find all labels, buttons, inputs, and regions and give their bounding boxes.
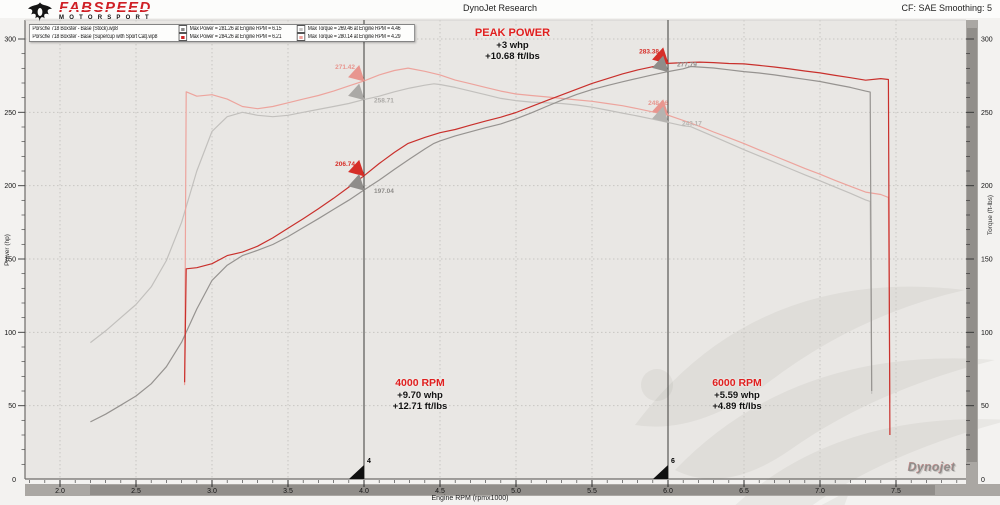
y-tick-label-right: 100 <box>981 330 993 337</box>
annotation-line: +12.71 ft/lbs <box>392 401 448 412</box>
y-tick-label-left: 150 <box>4 257 16 264</box>
legend-max-power: Max Power = 284.26 at Engine RPM = 6.21 <box>189 34 282 40</box>
y-axis-title-left: Power (hp) <box>4 234 11 266</box>
marker-value-label: 283.38 <box>639 48 659 55</box>
scrollbar-right-thumb[interactable] <box>967 28 977 462</box>
fabspeed-logo: FABSPEED MOTORSPORT <box>24 0 154 23</box>
marker-value-label: 271.42 <box>335 64 355 71</box>
annotation-line: +10.68 ft/lbs <box>485 51 540 62</box>
annotation-line: +4.89 ft/lbs <box>712 401 762 412</box>
annotation-line: +5.59 whp <box>714 390 760 401</box>
scrollbar-bottom-thumb[interactable] <box>90 485 935 495</box>
annotation-line: +3 whp <box>496 40 529 51</box>
chart-title: DynoJet Research <box>462 3 538 13</box>
marker-triangle <box>652 106 669 124</box>
brand-name: FABSPEED <box>59 0 154 15</box>
x-tick-label: 5.5 <box>587 488 597 495</box>
marker-value-label: 206.74 <box>335 161 355 168</box>
header-bar: DynoJet Research CF: SAE Smoothing: 5 <box>0 0 1000 18</box>
curve-supercup-torque-ft-lbs- <box>184 67 891 403</box>
power-swatch-stock <box>178 25 188 33</box>
legend-row-stock[interactable]: Porsche 718 Boxster - Base (Stock).wp8 M… <box>30 25 414 33</box>
x-tick-label: 3.5 <box>283 488 293 495</box>
x-tick-label: 6.5 <box>739 488 749 495</box>
y-tick-label-left: 200 <box>4 183 16 190</box>
y-zero-label-left: 0 <box>12 477 16 484</box>
x-tick-label: 4.5 <box>435 488 445 495</box>
y-tick-label-right: 250 <box>981 110 993 117</box>
brand-subtitle: MOTORSPORT <box>59 15 154 21</box>
cursor-flag[interactable] <box>349 465 364 479</box>
peak-power-annotation: PEAK POWER +3 whp +10.68 ft/lbs <box>445 27 580 62</box>
eagle-icon <box>28 2 52 22</box>
annotation-title: 6000 RPM <box>712 377 762 389</box>
marker-triangle <box>348 159 365 177</box>
marker-value-label: 258.71 <box>374 98 394 105</box>
curve-supercup-power-hp- <box>184 61 891 436</box>
annotation-title: 4000 RPM <box>395 377 445 389</box>
marker-value-label: 197.04 <box>374 188 394 195</box>
cursor-label: 4 <box>367 458 371 465</box>
legend-max-torque: Max Torque = 280.14 at Engine RPM = 4.29 <box>307 34 401 40</box>
x-tick-label: 7.5 <box>891 488 901 495</box>
y-zero-label-right: 0 <box>981 477 985 484</box>
annotation-title: PEAK POWER <box>474 27 551 39</box>
legend-box: Porsche 718 Boxster - Base (Stock).wp8 M… <box>29 24 415 42</box>
y-tick-label-left: 300 <box>4 37 16 44</box>
torque-swatch-supercup <box>296 33 306 41</box>
marker-triangle <box>348 174 365 191</box>
torque-swatch-stock <box>296 25 306 33</box>
watermark-eagle <box>635 286 1000 505</box>
legend-run-name: Porsche 718 Boxster - Base (Stock).wp8 <box>32 26 118 32</box>
smoothing-label: CF: SAE Smoothing: 5 <box>901 3 992 13</box>
curve-stock-power-hp- <box>90 65 873 423</box>
y-tick-label-left: 250 <box>4 110 16 117</box>
legend-max-torque: Max Torque = 269.46 at Engine RPM = 4.46 <box>307 26 401 32</box>
marker-triangle <box>348 64 365 82</box>
y-tick-label-left: 50 <box>8 403 16 410</box>
power-swatch-supercup <box>178 33 188 41</box>
cursor-flag[interactable] <box>653 465 668 479</box>
marker-value-label: 277.79 <box>677 62 697 69</box>
x-tick-label: 2.0 <box>55 488 65 495</box>
marker-triangle <box>348 83 365 101</box>
rpm-4000-annotation: 4000 RPM +9.70 whp +12.71 ft/lbs <box>355 377 485 412</box>
y-tick-label-right: 50 <box>981 403 989 410</box>
dynojet-logo: Dynojet <box>908 460 956 474</box>
marker-triangle <box>652 55 669 73</box>
x-tick-label: 6.0 <box>663 488 673 495</box>
y-tick-label-right: 150 <box>981 257 993 264</box>
y-axis-title-right: Torque (ft-lbs) <box>987 195 994 235</box>
y-tick-label-right: 200 <box>981 183 993 190</box>
legend-max-power: Max Power = 281.26 at Engine RPM = 6.15 <box>189 26 282 32</box>
x-tick-label: 2.5 <box>131 488 141 495</box>
marker-value-label: 248.06 <box>648 100 668 107</box>
curve-stock-torque-ft-lbs- <box>90 83 873 394</box>
x-tick-label: 7.0 <box>815 488 825 495</box>
rpm-6000-annotation: 6000 RPM +5.59 whp +4.89 ft/lbs <box>672 377 802 412</box>
annotation-line: +9.70 whp <box>397 390 443 401</box>
cursor-label: 6 <box>671 458 675 465</box>
x-tick-label: 4.0 <box>359 488 369 495</box>
x-tick-label: 3.0 <box>207 488 217 495</box>
legend-run-name: Porsche 718 Boxster - Base (Supercup wit… <box>32 34 158 40</box>
x-axis-title: Engine RPM (rpmx1000) <box>431 495 509 502</box>
marker-value-label: 243.17 <box>682 120 702 127</box>
y-tick-label-right: 300 <box>981 37 993 44</box>
legend-row-supercup[interactable]: Porsche 718 Boxster - Base (Supercup wit… <box>30 33 414 41</box>
y-tick-label-left: 100 <box>4 330 16 337</box>
x-tick-label: 5.0 <box>511 488 521 495</box>
